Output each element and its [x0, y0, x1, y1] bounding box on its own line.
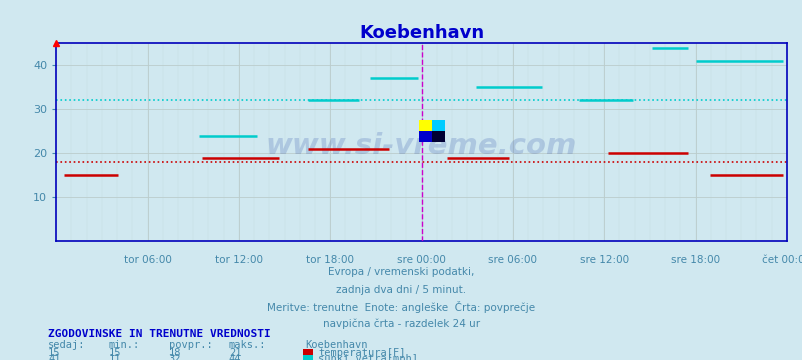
Text: povpr.:: povpr.:	[168, 340, 212, 350]
Text: tor 12:00: tor 12:00	[215, 255, 262, 265]
Text: 15: 15	[48, 348, 61, 358]
Bar	[419, 131, 431, 142]
Text: Evropa / vremenski podatki,: Evropa / vremenski podatki,	[328, 267, 474, 277]
Title: Koebenhavn: Koebenhavn	[358, 24, 484, 42]
Text: navpična črta - razdelek 24 ur: navpična črta - razdelek 24 ur	[322, 319, 480, 329]
Text: Meritve: trenutne  Enote: angleške  Črta: povprečje: Meritve: trenutne Enote: angleške Črta: …	[267, 301, 535, 313]
Text: tor 06:00: tor 06:00	[124, 255, 172, 265]
Text: čet 00:00: čet 00:00	[761, 255, 802, 265]
Text: 32: 32	[168, 354, 181, 360]
Text: sre 18:00: sre 18:00	[670, 255, 719, 265]
Text: sedaj:: sedaj:	[48, 340, 86, 350]
Bar	[419, 120, 431, 131]
Text: tor 18:00: tor 18:00	[306, 255, 354, 265]
Text: 44: 44	[229, 354, 241, 360]
Text: zadnja dva dni / 5 minut.: zadnja dva dni / 5 minut.	[336, 285, 466, 295]
Text: Koebenhavn: Koebenhavn	[305, 340, 367, 350]
Text: ZGODOVINSKE IN TRENUTNE VREDNOSTI: ZGODOVINSKE IN TRENUTNE VREDNOSTI	[48, 329, 270, 339]
Text: 15: 15	[108, 348, 121, 358]
Text: 41: 41	[48, 354, 61, 360]
Text: sre 12:00: sre 12:00	[579, 255, 628, 265]
Text: sre 06:00: sre 06:00	[488, 255, 537, 265]
Bar	[431, 120, 444, 131]
Text: maks.:: maks.:	[229, 340, 266, 350]
Text: 18: 18	[168, 348, 181, 358]
Text: 21: 21	[229, 348, 241, 358]
Text: sre 00:00: sre 00:00	[397, 255, 445, 265]
Text: sunki vetra[mph]: sunki vetra[mph]	[318, 354, 418, 360]
Bar	[431, 131, 444, 142]
Text: temperatura[F]: temperatura[F]	[318, 348, 405, 358]
Text: www.si-vreme.com: www.si-vreme.com	[265, 132, 577, 160]
Text: min.:: min.:	[108, 340, 140, 350]
Text: 11: 11	[108, 354, 121, 360]
